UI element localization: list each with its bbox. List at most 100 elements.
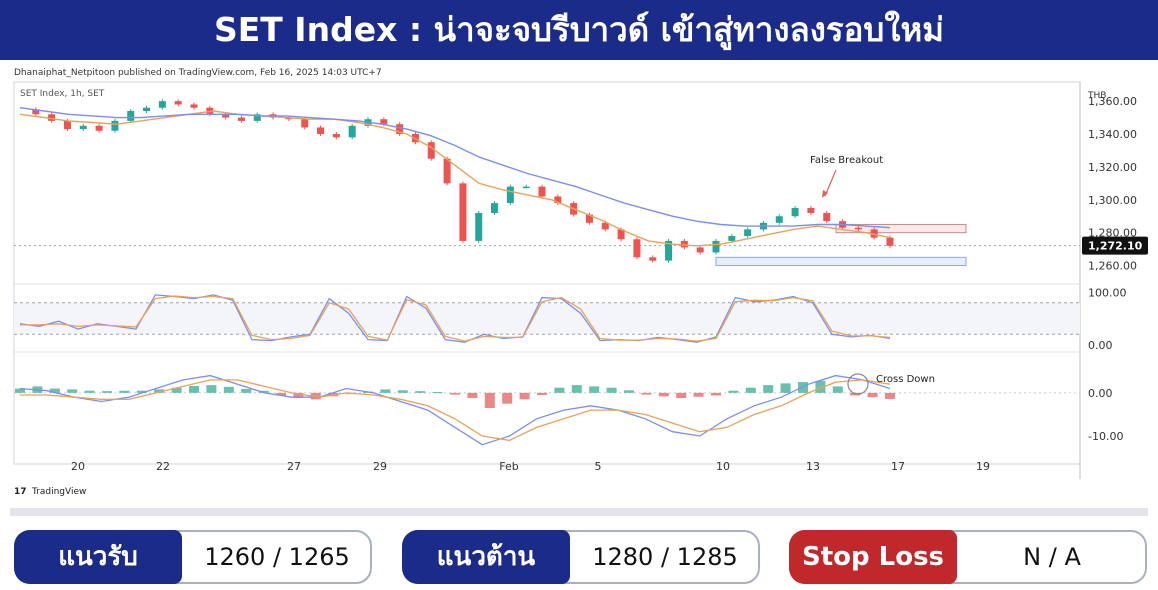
- chart-panel: Dhanaiphat_Netpitoon published on Tradin…: [10, 64, 1150, 498]
- candle-body: [253, 114, 261, 121]
- candle-body: [696, 247, 704, 253]
- candle-body: [63, 120, 71, 130]
- macd-histogram-bar: [397, 390, 408, 393]
- moving-average-line: [19, 107, 891, 229]
- macd-histogram-bar: [102, 391, 112, 393]
- candle-body: [665, 240, 673, 261]
- candle-body: [79, 125, 87, 130]
- macd-histogram-bar: [171, 387, 182, 393]
- x-tick-label: 19: [976, 460, 990, 473]
- title-banner: SET Index : น่าจะจบรีบาวด์ เข้าสู่ทางลงร…: [0, 0, 1158, 60]
- candle-body: [237, 117, 245, 121]
- x-tick-label: 22: [156, 460, 170, 473]
- stochastic-line: [19, 294, 891, 343]
- stop-loss-label: Stop Loss: [789, 530, 957, 584]
- x-tick-label: 20: [71, 460, 85, 473]
- false-breakout-label: False Breakout: [810, 155, 883, 166]
- stoch-tick-label: 0.00: [1088, 339, 1113, 352]
- macd-histogram-bar: [519, 392, 530, 400]
- candle-body: [301, 119, 309, 128]
- macd-histogram-bar: [728, 390, 739, 393]
- macd-histogram-bar: [467, 392, 478, 399]
- macd-histogram-bar: [606, 387, 617, 393]
- macd-histogram-bar: [693, 392, 704, 397]
- price-tick-label: 1,320.00: [1088, 161, 1137, 174]
- resistance-pill: แนวต้าน 1280 / 1285: [402, 530, 760, 584]
- candle-body: [475, 212, 483, 241]
- support-pill: แนวรับ 1260 / 1265: [14, 530, 372, 584]
- candle-body: [491, 203, 499, 213]
- macd-histogram-bar: [84, 390, 95, 393]
- macd-histogram-bar: [502, 392, 513, 404]
- macd-histogram-bar: [258, 390, 269, 393]
- macd-histogram-bar: [867, 392, 878, 398]
- price-tick-label: 1,340.00: [1088, 128, 1137, 141]
- macd-histogram-bar: [450, 392, 460, 395]
- x-tick-label: 29: [373, 460, 387, 473]
- candle-body: [712, 240, 720, 253]
- candle-body: [823, 212, 831, 222]
- candle-body: [585, 214, 593, 223]
- candle-body: [190, 104, 198, 108]
- macd-histogram-bar: [276, 392, 286, 396]
- price-tick-label: 1,300.00: [1088, 194, 1137, 207]
- stoch-band: [14, 302, 1080, 335]
- false-breakout-arrowhead: [822, 190, 828, 198]
- macd-histogram-bar: [554, 387, 565, 393]
- macd-histogram-bar: [223, 386, 234, 393]
- price-tick-label: 1,260.00: [1088, 260, 1137, 273]
- macd-histogram-bar: [815, 380, 826, 393]
- candle-body: [633, 239, 641, 258]
- macd-histogram-bar: [154, 389, 165, 393]
- candle-body: [538, 186, 546, 197]
- macd-line: [19, 374, 891, 446]
- macd-histogram-bar: [15, 388, 25, 393]
- candle-body: [791, 208, 799, 217]
- candle-body: [174, 101, 182, 105]
- candle-body: [111, 120, 119, 131]
- stop-loss-pill: Stop Loss N / A: [789, 530, 1147, 584]
- macd-histogram-bar: [745, 387, 756, 393]
- price-tick-label: 1,360.00: [1088, 95, 1137, 108]
- macd-histogram-bar: [206, 385, 217, 393]
- currency-label: THB: [1087, 91, 1106, 101]
- x-tick-label: Feb: [499, 460, 518, 473]
- candle-body: [601, 222, 609, 230]
- support-label: แนวรับ: [14, 530, 182, 584]
- candle-body: [744, 229, 752, 236]
- support-value: 1260 / 1265: [204, 543, 350, 571]
- stop-loss-value: N / A: [1023, 543, 1081, 571]
- stochastic-line: [20, 295, 891, 342]
- publisher-line: Dhanaiphat_Netpitoon published on Tradin…: [14, 68, 382, 78]
- macd-histogram-bar: [711, 392, 721, 396]
- candle-body: [222, 114, 230, 118]
- candle-body: [48, 114, 56, 121]
- support-zone: [715, 256, 967, 267]
- price-tick-label: 1,280.00: [1088, 227, 1137, 240]
- macd-histogram-bar: [832, 386, 843, 393]
- macd-histogram-bar: [380, 389, 391, 393]
- macd-histogram-bar: [67, 389, 78, 393]
- candle-body: [649, 257, 657, 261]
- x-tick-label: 5: [595, 460, 602, 473]
- candle-body: [95, 125, 103, 131]
- macd-histogram-bar: [763, 385, 774, 393]
- page-title: SET Index : น่าจะจบรีบาวด์ เข้าสู่ทางลงร…: [214, 10, 944, 49]
- macd-histogram-bar: [136, 390, 147, 393]
- macd-histogram-bar: [624, 390, 634, 393]
- cross-down-marker: [847, 373, 869, 395]
- candle-body: [870, 229, 878, 238]
- candle-body: [317, 127, 325, 135]
- candle-body: [158, 101, 166, 108]
- x-tick-label: 13: [806, 460, 820, 473]
- last-price-badge: [1082, 236, 1148, 255]
- macd-histogram-bar: [189, 385, 199, 393]
- macd-histogram-bar: [676, 392, 687, 399]
- candle-body: [143, 107, 151, 112]
- symbol-label: SET Index, 1h, SET: [20, 89, 105, 99]
- candle-body: [396, 124, 404, 135]
- macd-histogram-bar: [293, 392, 304, 399]
- macd-tick-label: 0.00: [1088, 387, 1113, 400]
- candle-body: [854, 227, 862, 230]
- candle-body: [886, 237, 894, 246]
